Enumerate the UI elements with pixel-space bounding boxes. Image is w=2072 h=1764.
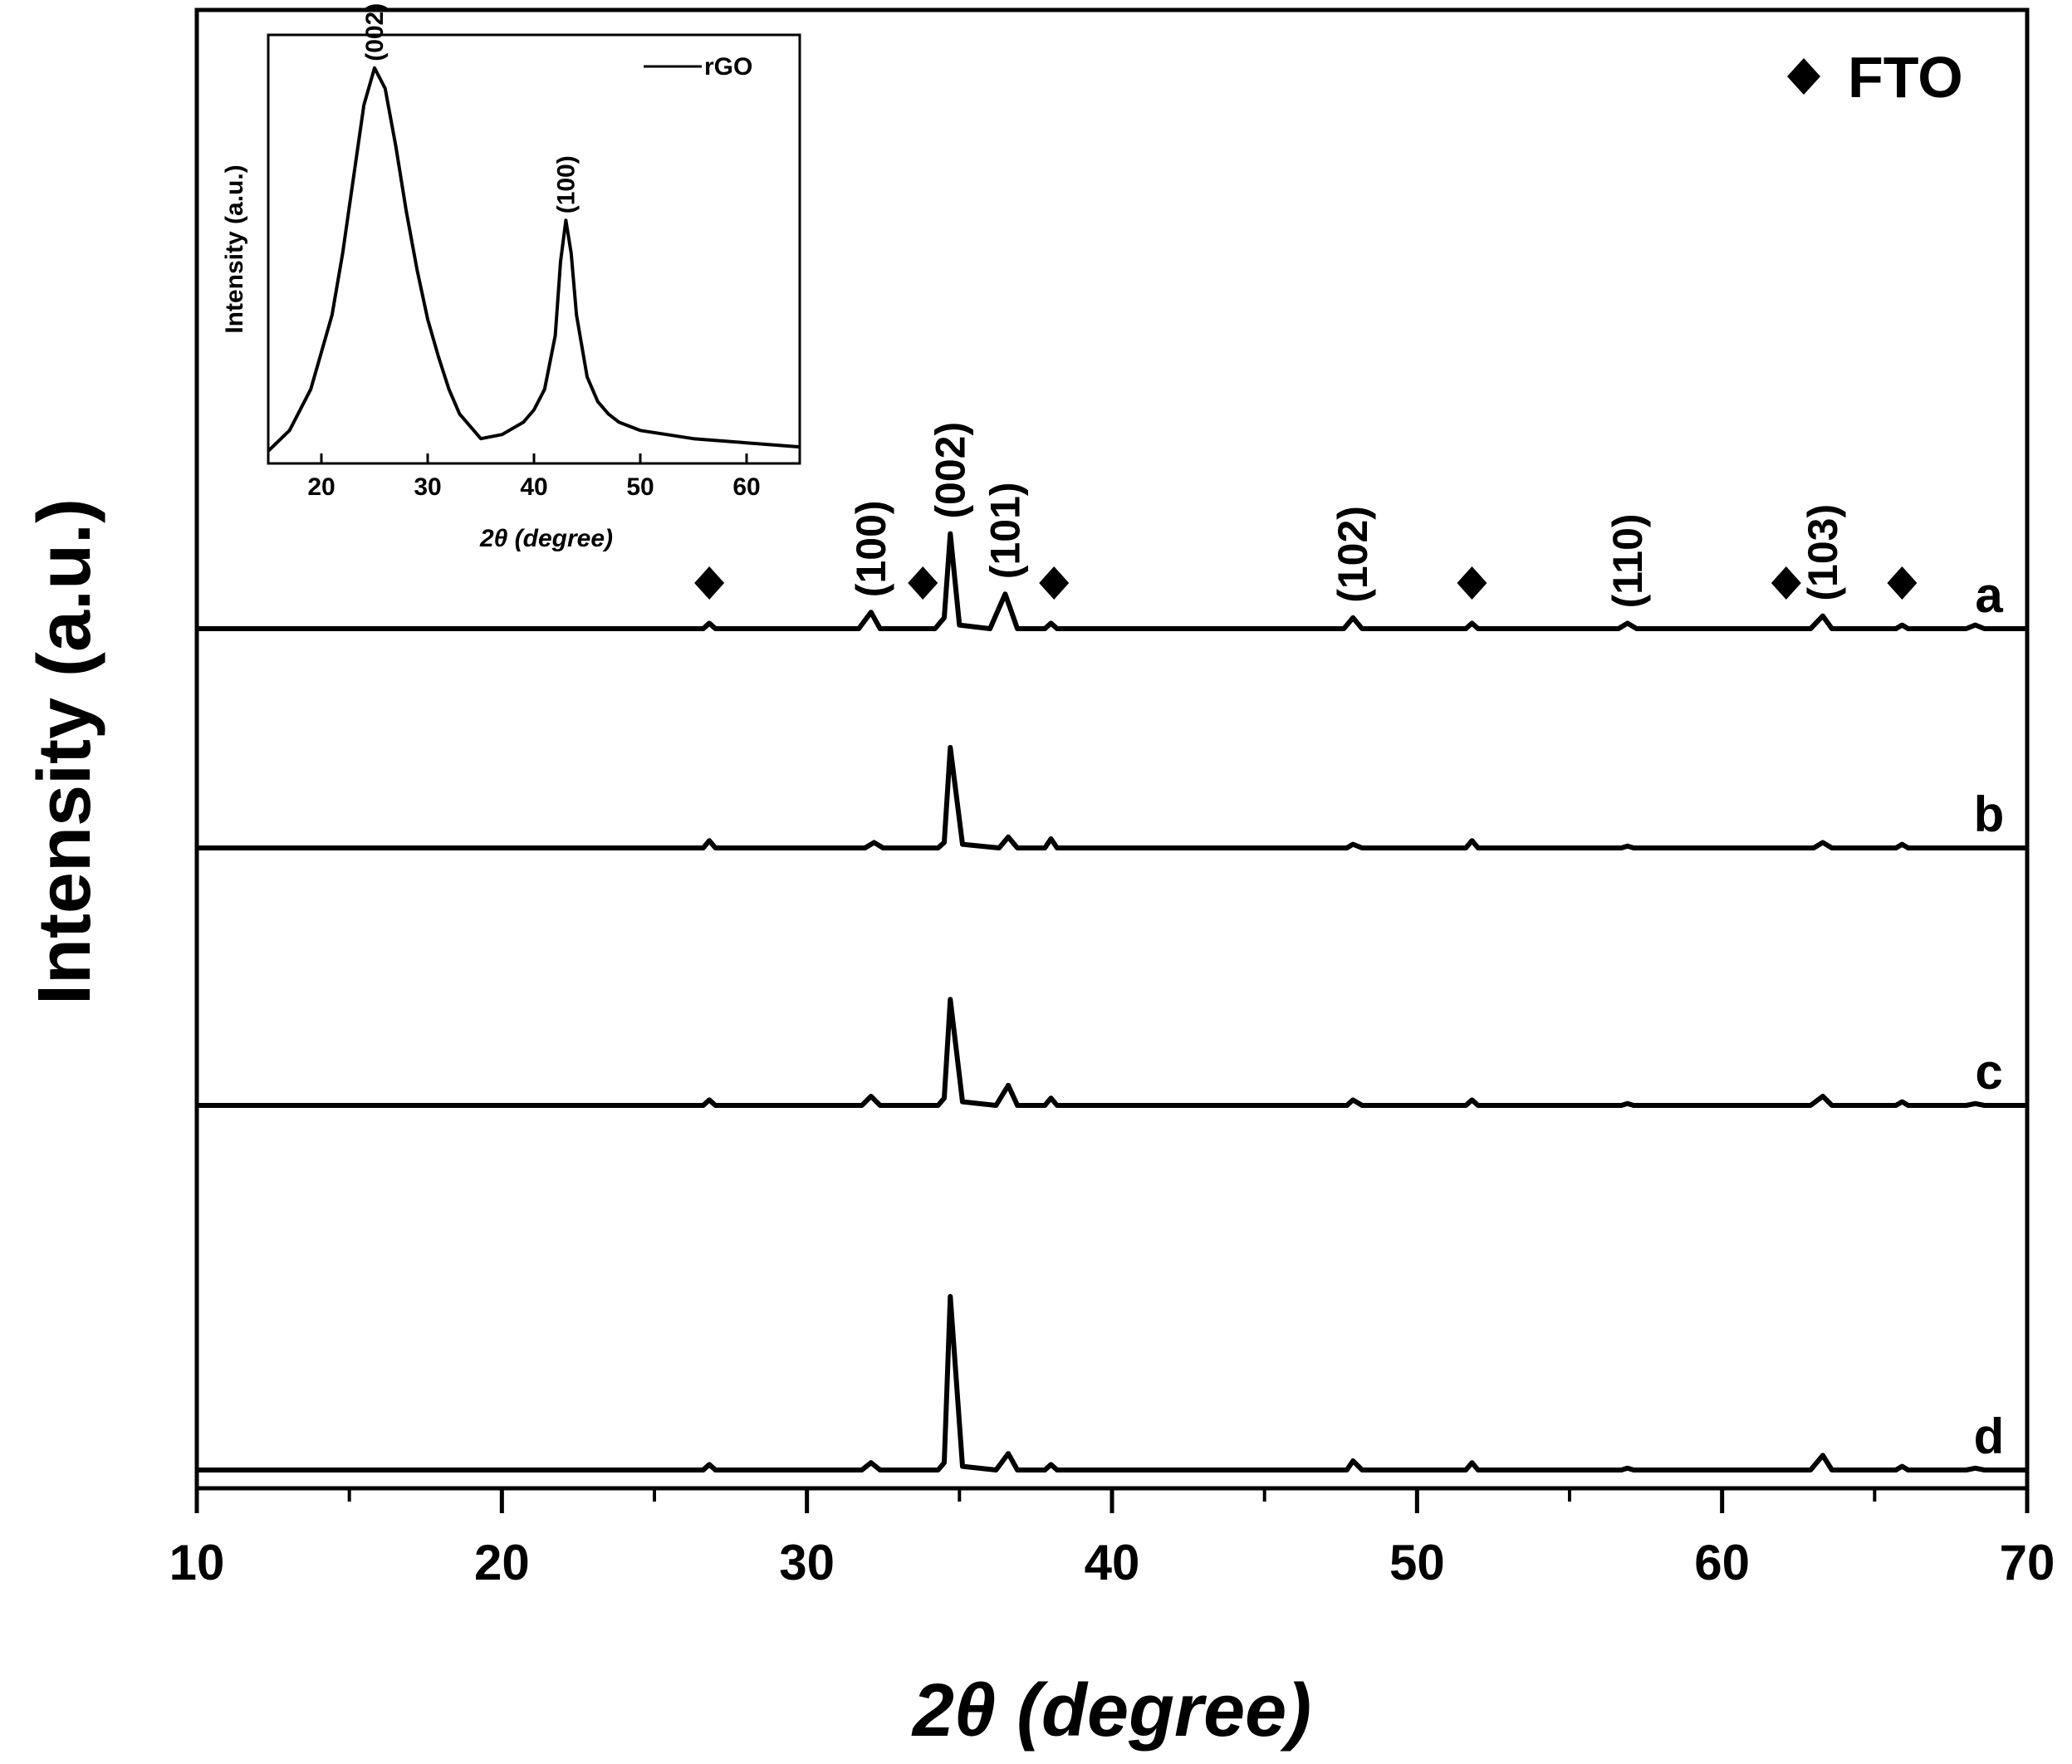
series-c-line xyxy=(197,997,2027,1108)
fto-diamond-icon xyxy=(1887,566,1918,600)
series-d-label: d xyxy=(1974,1409,2005,1464)
fto-diamond-icon xyxy=(694,566,725,600)
x-axis-title: 2θ (degree) xyxy=(911,1669,1311,1752)
peak-index-label: (103) xyxy=(1800,504,1846,601)
x-tick-label: 30 xyxy=(779,1535,835,1590)
inset-peak-label: (100) xyxy=(552,155,580,213)
x-tick-label: 70 xyxy=(2000,1535,2055,1590)
legend-fto-label: FTO xyxy=(1848,45,1963,110)
series-a-line xyxy=(197,531,2027,631)
inset-plot-frame xyxy=(267,33,801,465)
x-tick-label: 40 xyxy=(1085,1535,1140,1590)
inset-x-tick-label: 50 xyxy=(626,473,654,501)
peak-index-label: (102) xyxy=(1330,506,1376,603)
inset-rgo-line xyxy=(267,66,801,453)
fto-diamond-icon xyxy=(1039,566,1070,600)
inset-x-tick-label: 20 xyxy=(307,473,335,501)
main-series-labels: a b c d xyxy=(1974,567,2005,1464)
x-tick-label: 10 xyxy=(169,1535,225,1590)
inset-x-tick-label: 40 xyxy=(520,473,547,501)
peak-index-label: (110) xyxy=(1604,513,1651,608)
fto-markers xyxy=(694,566,1918,600)
fto-diamond-icon xyxy=(908,566,938,600)
inset-x-tick-label: 30 xyxy=(414,473,441,501)
series-d-line xyxy=(197,1294,2027,1472)
main-series-group xyxy=(197,531,2027,1472)
main-peak-labels: (100) (002)(101) (102) (110) (103) xyxy=(848,422,1846,609)
series-a-label: a xyxy=(1975,567,2003,623)
series-c-label: c xyxy=(1975,1044,2002,1100)
peak-index-label: (002) xyxy=(927,422,973,519)
peak-index-label: (100) xyxy=(848,500,894,597)
x-tick-label: 20 xyxy=(474,1535,530,1590)
peak-index-label: (101) xyxy=(982,482,1028,579)
inset-x-ticks: 20 30 40 50 60 xyxy=(307,453,761,501)
inset-peak-label: (002) xyxy=(361,3,389,61)
series-b-label: b xyxy=(1974,786,2005,842)
inset-peak-labels: (002) (100) xyxy=(361,3,580,214)
series-b-line xyxy=(197,745,2027,850)
legend-fto-diamond-icon xyxy=(1787,58,1820,95)
fto-diamond-icon xyxy=(1771,566,1801,600)
inset-y-axis-title: Intensity (a.u.) xyxy=(221,164,248,333)
x-tick-label: 60 xyxy=(1694,1535,1750,1590)
inset-x-axis-title: 2θ (degree) xyxy=(479,525,613,552)
inset-legend-label: rGO xyxy=(704,53,752,81)
y-axis-title: Intensity (a.u.) xyxy=(23,498,106,1005)
inset-series-group xyxy=(267,66,801,453)
main-x-ticks: 10 20 30 40 50 60 70 xyxy=(169,1488,2055,1590)
fto-diamond-icon xyxy=(1457,566,1487,600)
inset-x-tick-label: 60 xyxy=(732,473,760,501)
x-tick-label: 50 xyxy=(1389,1535,1445,1590)
